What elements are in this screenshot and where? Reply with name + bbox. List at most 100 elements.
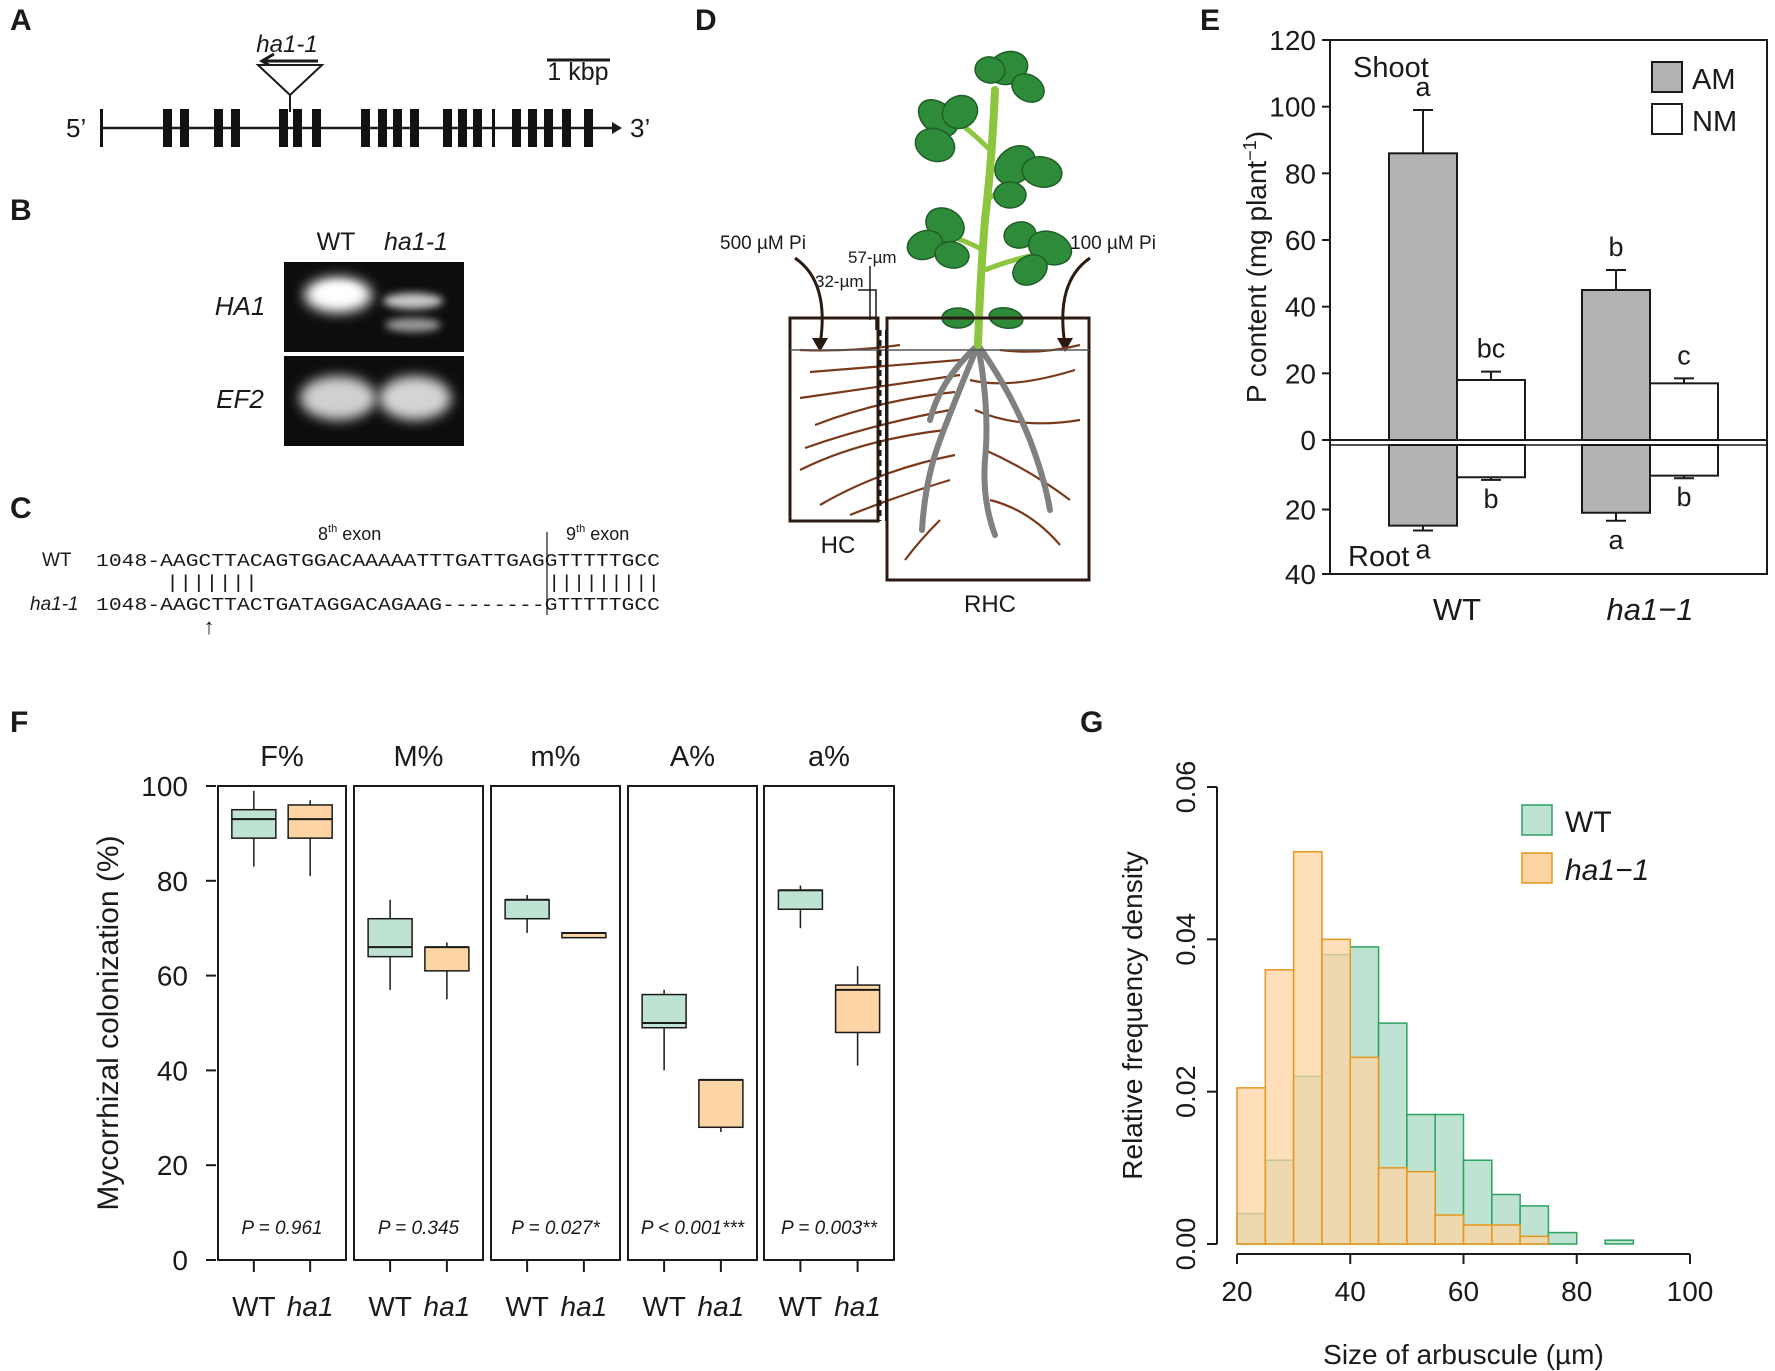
leaf <box>974 56 1006 84</box>
lateral-root <box>999 343 1081 353</box>
exon-block <box>100 109 103 147</box>
y-tick-label: 60 <box>1285 225 1316 256</box>
box-ha1 <box>834 984 881 1034</box>
hist-bar-ha1 <box>1349 1056 1380 1245</box>
exon-block <box>473 109 482 147</box>
band-mutant-ha1-upper <box>383 293 443 309</box>
legend-swatch <box>1521 852 1553 884</box>
x-group-label: WT <box>505 1291 549 1322</box>
facet-frame <box>763 785 895 1261</box>
hist-bar-ha1 <box>1434 1214 1465 1245</box>
scale-label: 1 kbp <box>547 58 608 86</box>
legend-swatch <box>1651 61 1683 93</box>
panel-f: F 0 20 40 60 80 100 Mycorrhizal colonization (… <box>10 706 895 1322</box>
significance-letter: a <box>1415 72 1431 102</box>
root-label: Root <box>1348 541 1409 573</box>
band-wt-ef2 <box>300 376 376 420</box>
leaf <box>1003 221 1037 249</box>
exon-block <box>378 109 387 147</box>
taproot <box>975 342 998 538</box>
panel-g: G 20 40 60 80 100 Size of arbuscule (µm) 0.00 0… <box>1080 706 1713 1370</box>
y-tick-label: 40 <box>1285 559 1316 590</box>
panel-a: A ha1-1 1 kbp 5’ 3’ <box>10 4 650 147</box>
insertion-triangle <box>255 64 325 97</box>
exon8-word: exon <box>342 524 381 544</box>
hist-bar-ha1 <box>1377 1167 1408 1245</box>
panel-b: B WT ha1-1 HA1 EF2 <box>10 194 464 446</box>
panel-c: C 8th exon 9th exon WT ha1-1 1048-AAGCTTAC… <box>10 492 660 639</box>
lateral-root <box>799 373 961 400</box>
bar-root-am <box>1388 444 1458 527</box>
exon-block <box>231 109 240 147</box>
y-axis-label: P content (mg plant−1) <box>1240 131 1272 403</box>
panel-letter-a: A <box>10 4 32 37</box>
x-tick-label: 40 <box>1335 1276 1366 1307</box>
exon-block <box>512 109 521 147</box>
exon9-heading: 9th exon <box>566 523 629 544</box>
box-ha1 <box>424 946 470 972</box>
exon9-number: 9 <box>566 524 576 544</box>
hc-label: HC <box>821 532 856 559</box>
x-tick-label: 20 <box>1221 1276 1252 1307</box>
box-wt <box>504 899 550 920</box>
box-wt <box>231 808 277 839</box>
y-tick-label: 100 <box>141 771 188 802</box>
exon8-number: 8 <box>318 524 328 544</box>
hist-bar-wt <box>1604 1239 1635 1245</box>
exon-block <box>584 109 593 147</box>
lateral-root <box>799 428 946 471</box>
facet-frame <box>353 785 484 1261</box>
pi-left-label: 500 µM Pi <box>720 233 806 254</box>
arrow-pi-right <box>1061 256 1091 346</box>
y-tick-label: 0.04 <box>1171 913 1201 966</box>
lateral-root <box>819 453 956 506</box>
hist-bar-wt <box>1547 1231 1578 1245</box>
gene-arrowhead <box>612 122 622 134</box>
exon-block <box>163 109 172 147</box>
legend-label: ha1−1 <box>1565 854 1649 887</box>
gel-row-ef2: EF2 <box>216 384 264 414</box>
legend-label: NM <box>1692 106 1737 138</box>
seq-match-left: ||||||| <box>166 574 258 594</box>
significance-letter: bc <box>1477 334 1506 364</box>
exon-block <box>544 109 553 147</box>
y-tick-label: 0.06 <box>1171 761 1201 814</box>
y-tick-label: 120 <box>1269 25 1316 56</box>
hist-bar-ha1 <box>1519 1235 1550 1245</box>
bar-shoot-am <box>1581 289 1651 441</box>
y-tick-label: 20 <box>157 1150 188 1181</box>
seq-wt: 1048-AAGCTTACAGTGGACAAAAATTTGATTGAGGTTTT… <box>96 552 660 572</box>
panel-letter-g: G <box>1080 706 1103 739</box>
taproot <box>927 342 981 423</box>
y-tick-label: 0 <box>1300 425 1316 456</box>
significance-letter: b <box>1608 232 1623 262</box>
significance-letter: a <box>1415 534 1431 564</box>
exon-block <box>279 109 288 147</box>
y-axis-label-sup: −1 <box>1240 140 1260 161</box>
taproot <box>919 342 981 533</box>
hist-bar-ha1 <box>1292 850 1323 1245</box>
gel-row-ha1: HA1 <box>215 291 266 321</box>
exon8-suffix: th <box>328 523 337 535</box>
rhc-label: RHC <box>964 591 1016 618</box>
chart-g: 20 40 60 80 100 Size of arbuscule (µm) 0.00 0.0… <box>1117 761 1713 1370</box>
stem <box>974 86 999 349</box>
chart-e: 0 20 40 60 80 100 120 20 40 P content (mg plant−1… <box>1240 25 1768 627</box>
hist-bar-ha1 <box>1236 1087 1267 1245</box>
panel-letter-c: C <box>10 492 32 525</box>
exon-block <box>492 109 495 147</box>
lateral-root <box>849 478 951 517</box>
exon-block <box>562 109 571 147</box>
exon8-heading: 8th exon <box>318 523 381 544</box>
gel-column-wt: WT <box>317 228 356 256</box>
seq-match-right: ||||||||| <box>548 574 660 594</box>
significance-letter: b <box>1483 484 1498 514</box>
y-tick-label: 40 <box>1285 292 1316 323</box>
bar-shoot-am <box>1388 152 1458 441</box>
exon-block <box>443 109 452 147</box>
facet-title: a% <box>808 741 850 773</box>
panel-d: D 500 µM Pi 100 µM Pi 57-µm 32-µm HC RHC <box>695 4 1156 618</box>
y-tick-label: 20 <box>1285 358 1316 389</box>
panel-letter-e: E <box>1200 4 1220 37</box>
box-ha1 <box>287 804 333 839</box>
